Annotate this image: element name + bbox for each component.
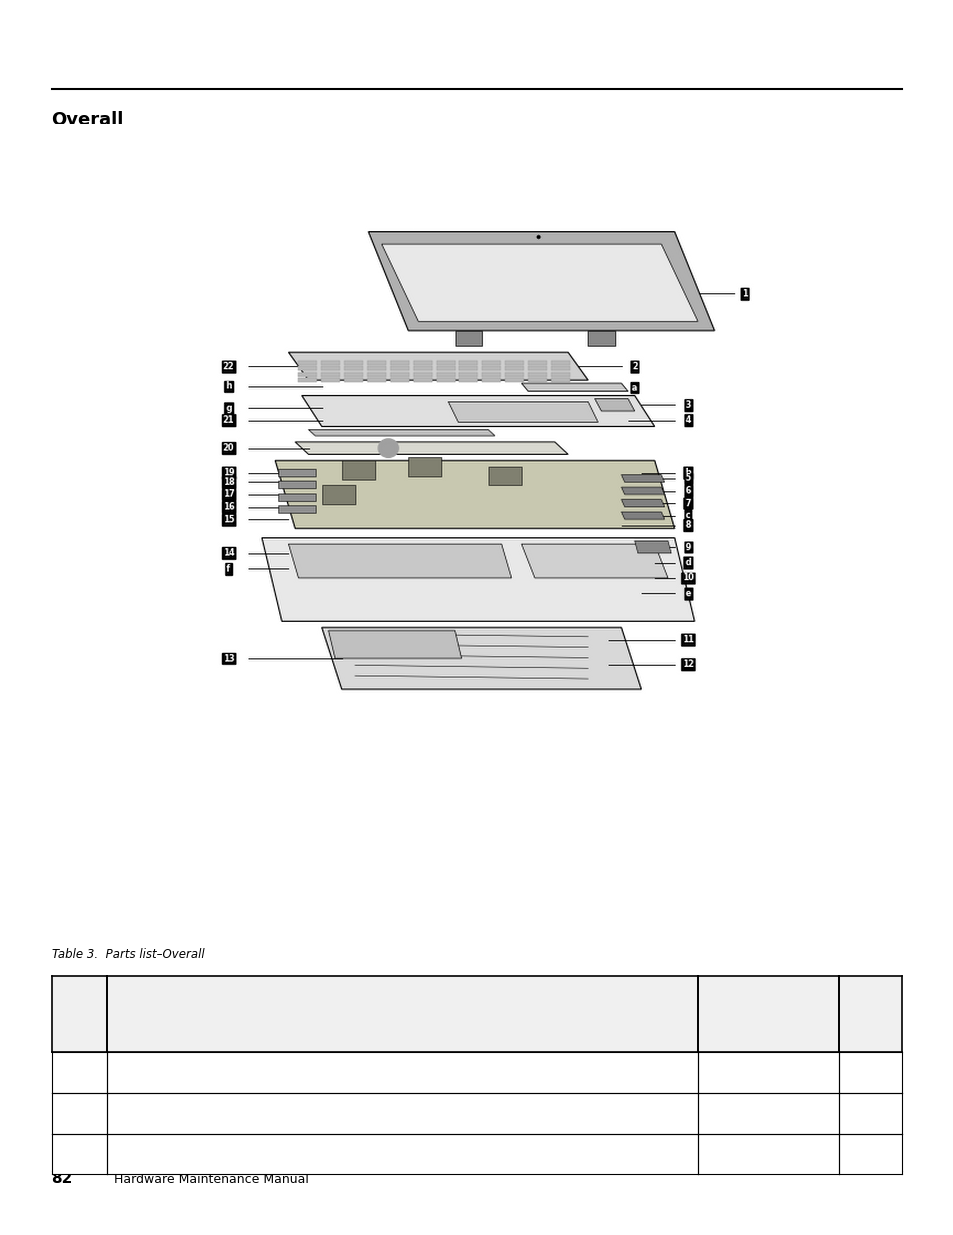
- Text: 90001037: 90001037: [705, 1107, 764, 1120]
- Bar: [838, 1052, 902, 1093]
- Bar: [51, 1134, 107, 1174]
- Text: 1: 1: [59, 1066, 67, 1079]
- Bar: [51, 976, 107, 1052]
- Text: Table 3.  Parts list–Overall: Table 3. Parts list–Overall: [51, 947, 204, 961]
- Bar: [107, 1134, 698, 1174]
- Bar: [698, 1052, 838, 1093]
- Text: FRU no.: FRU no.: [705, 1008, 757, 1020]
- Bar: [698, 976, 838, 1052]
- Bar: [107, 976, 698, 1052]
- Text: 90200814: 90200814: [705, 1147, 764, 1161]
- Text: LB59A Power Board: LB59A Power Board: [114, 1107, 230, 1120]
- Text: 82: 82: [51, 1171, 72, 1186]
- Text: LCD unit (see “LCD FRUs” on page 85.): LCD unit (see “LCD FRUs” on page 85.): [114, 1066, 345, 1079]
- Bar: [107, 1052, 698, 1093]
- Text: N: N: [845, 1147, 854, 1161]
- Bar: [838, 1093, 902, 1134]
- Text: FRU (Overall): FRU (Overall): [114, 1008, 203, 1020]
- Bar: [51, 1093, 107, 1134]
- Bar: [838, 976, 902, 1052]
- Text: 3: 3: [59, 1147, 67, 1161]
- Bar: [698, 1134, 838, 1174]
- Text: CRU
ID: CRU ID: [845, 1000, 873, 1028]
- Text: Overall: Overall: [51, 111, 124, 130]
- Text: No.: No.: [59, 1008, 82, 1020]
- Bar: [838, 1134, 902, 1174]
- Bar: [107, 1093, 698, 1134]
- Bar: [51, 1052, 107, 1093]
- Text: N: N: [845, 1107, 854, 1120]
- Text: Hardware Maintenance Manual: Hardware Maintenance Manual: [113, 1172, 308, 1186]
- Text: LB58 LED Board W/Cable: LB58 LED Board W/Cable: [114, 1147, 262, 1161]
- Text: 2: 2: [59, 1107, 67, 1120]
- Bar: [698, 1093, 838, 1134]
